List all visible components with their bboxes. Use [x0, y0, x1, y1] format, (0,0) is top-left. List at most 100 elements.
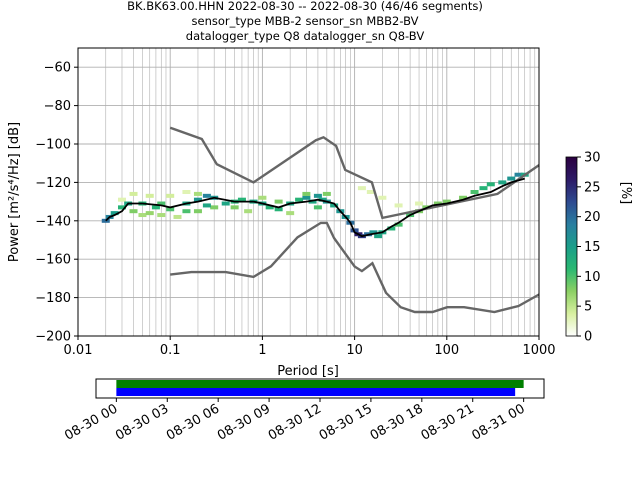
density-cell [129, 209, 138, 214]
y-axis-ticks: −200 −180 −160 −140 −120 −100 −80 −60 [35, 61, 78, 345]
colorbar: 0 5 10 15 20 25 30 [%] [565, 151, 633, 345]
density-cell [313, 193, 322, 198]
timeline-tick-label: 08-30 00 [62, 401, 120, 443]
x-tick-label: 0.01 [64, 343, 93, 358]
density-cell [193, 209, 202, 214]
density-cell [145, 193, 154, 198]
colorbar-tick-label: 10 [584, 270, 601, 285]
timeline-bar [116, 388, 516, 396]
density-cell [286, 211, 295, 216]
density-cell [322, 191, 331, 196]
psd-plot: 0.01 0.1 1 10 100 1000 −200 −180 −160 −140 −120 −1… [7, 47, 556, 379]
timeline-tick-label: 08-30 06 [164, 401, 222, 443]
density-cell [244, 209, 253, 214]
x-tick-label: 1000 [522, 343, 555, 358]
timeline-tick-label: 08-30 09 [215, 401, 273, 443]
y-axis-label: Power [m²/s⁴/Hz] [dB] [7, 122, 22, 262]
density-cell [498, 180, 507, 185]
density-cell [442, 199, 451, 204]
density-cell [173, 214, 182, 219]
timeline-tick-label: 08-30 12 [266, 401, 324, 443]
density-cell [166, 193, 175, 198]
timeline-tick-label: 08-30 18 [368, 401, 426, 443]
density-cell [369, 230, 378, 235]
plot-frame [77, 47, 540, 337]
density-cell [378, 195, 387, 200]
density-cell [274, 199, 283, 204]
x-tick-label: 1 [258, 343, 266, 358]
density-cell [514, 172, 523, 177]
density-cell [193, 191, 202, 196]
y-tick-label: −180 [35, 291, 71, 306]
nlnm-curve [170, 221, 540, 314]
density-cell [117, 205, 126, 210]
colorbar-tick-label: 20 [584, 210, 601, 225]
y-tick-label: −200 [35, 330, 71, 345]
density-cell [237, 197, 246, 202]
timeline-tick-label: 08-30 21 [419, 401, 477, 443]
density-cell [210, 205, 219, 210]
density-cell [151, 205, 160, 210]
timeline-tick-label: 08-30 15 [317, 401, 375, 443]
figure-title-line-3: datalogger_type Q8 datalogger_sn Q8-BV [186, 29, 425, 43]
density-cell [394, 222, 403, 227]
density-cell [138, 213, 147, 218]
x-tick-label: 0.1 [160, 343, 181, 358]
density-cell [295, 197, 304, 202]
timeline-bars [116, 380, 524, 396]
density-cell [479, 186, 488, 191]
density-cell [330, 203, 339, 208]
colorbar-tick-label: 5 [584, 300, 592, 315]
y-tick-label: −80 [44, 99, 71, 114]
density-cell [374, 234, 383, 239]
colorbar-tick-label: 15 [584, 240, 601, 255]
y-tick-label: −160 [35, 253, 71, 268]
timeline-bar [116, 380, 524, 388]
density-cell [265, 205, 274, 210]
figure-title-line-1: BK.BK63.00.HHN 2022-08-30 -- 2022-08-30 … [127, 0, 483, 13]
density-cell [129, 191, 138, 196]
density-cell [366, 190, 375, 194]
density-cell [145, 211, 154, 216]
density-cell [274, 207, 283, 212]
y-tick-label: −140 [35, 214, 71, 229]
density-cell [157, 213, 166, 218]
density-cell [202, 193, 211, 198]
timeline-tick-label: 08-30 03 [113, 401, 171, 443]
density-cell [302, 195, 311, 200]
density-cell [117, 197, 126, 202]
density-cell [110, 211, 119, 216]
timeline-tick-label: 08-31 00 [470, 401, 528, 443]
density-cell [230, 205, 239, 210]
density-cell [357, 186, 366, 191]
y-tick-label: −120 [35, 176, 71, 191]
x-axis-ticks: 0.01 0.1 1 10 100 1000 [64, 336, 556, 358]
density-cell [507, 176, 516, 181]
density-cell [101, 218, 110, 223]
density-cell [486, 182, 495, 187]
density-cell [318, 197, 327, 202]
density-cell [433, 201, 442, 206]
colorbar-label: [%] [618, 182, 633, 205]
colorbar-ticks: 0 5 10 15 20 25 30 [577, 151, 601, 345]
nhnm-curve [169, 126, 540, 220]
density-cell [166, 207, 175, 212]
density-cell [313, 205, 322, 210]
density-cell [157, 201, 166, 206]
density-cell [202, 203, 211, 208]
density-cell [258, 195, 267, 200]
x-tick-label: 100 [434, 343, 459, 358]
density-cell [394, 203, 403, 208]
density-cell [302, 191, 311, 196]
colorbar-tick-label: 25 [584, 180, 601, 195]
density-cell [182, 209, 191, 214]
mean-psd-curve [105, 177, 525, 238]
y-tick-label: −60 [44, 61, 71, 76]
density-cell [415, 201, 424, 206]
colorbar-gradient [565, 156, 578, 337]
figure-title-line-2: sensor_type MBB-2 sensor_sn MBB2-BV [192, 14, 419, 28]
density-cell [221, 201, 230, 206]
